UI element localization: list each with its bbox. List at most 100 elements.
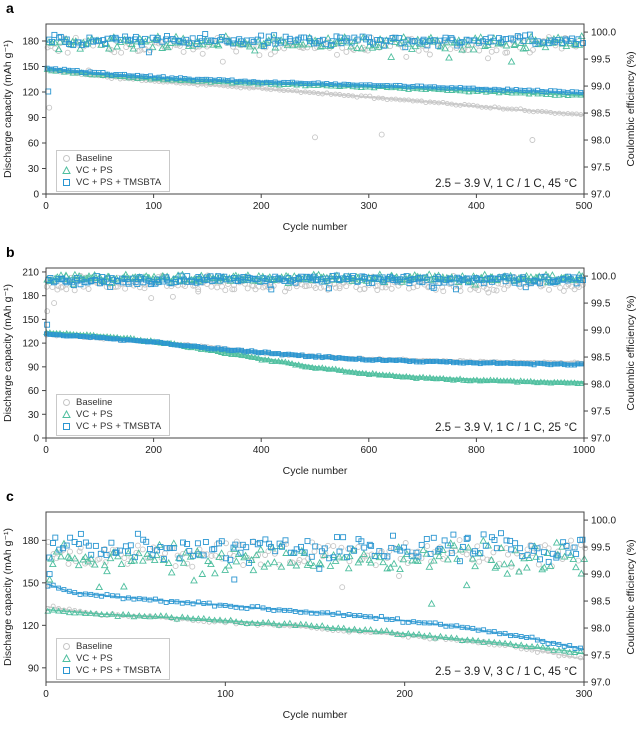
y-axis-label-left: Discharge capacity (mAh g⁻¹) <box>2 39 14 179</box>
square-marker-icon <box>62 666 71 675</box>
svg-text:0: 0 <box>43 445 49 456</box>
svg-text:400: 400 <box>253 445 270 456</box>
panel-b: 0 200 400 600 800 1000 0 30 60 90 120 150 180 210 97.0… <box>0 244 639 488</box>
legend-label: VC + PS <box>76 653 113 664</box>
svg-text:98.5: 98.5 <box>591 353 611 364</box>
svg-text:97.5: 97.5 <box>591 163 611 174</box>
circle-marker-icon <box>62 642 71 651</box>
svg-text:98.0: 98.0 <box>591 380 611 391</box>
svg-text:90: 90 <box>28 113 40 124</box>
x-axis-label: Cycle number <box>282 221 348 233</box>
y-axis-label-left: Discharge capacity (mAh g⁻¹) <box>2 283 14 423</box>
svg-text:100: 100 <box>145 201 162 212</box>
y-axis-label-right: Coulombic efficiency (%) <box>625 539 637 655</box>
panel-c-plot-area: 0 100 200 300 90 120 150 180 97.0 97.5 98.0 98.5 99.… <box>22 511 616 700</box>
legend-label: VC + PS + TMSBTA <box>76 177 162 188</box>
svg-text:60: 60 <box>28 386 40 397</box>
svg-text:150: 150 <box>22 315 39 326</box>
legend-label: VC + PS + TMSBTA <box>76 665 162 676</box>
legend-label: Baseline <box>76 397 113 408</box>
legend-label: VC + PS + TMSBTA <box>76 421 162 432</box>
legend-label: Baseline <box>76 641 113 652</box>
legend-item-vc-ps: VC + PS <box>62 653 161 664</box>
x-axis-label: Cycle number <box>282 709 348 721</box>
panel-b-plot-area: 0 200 400 600 800 1000 0 30 60 90 120 150 180 210 97.0… <box>22 267 616 456</box>
svg-text:99.0: 99.0 <box>591 570 611 581</box>
legend-item-vc-ps-tmsbta: VC + PS + TMSBTA <box>62 421 161 432</box>
panel-label-c: c <box>6 488 14 504</box>
panel-c: 0 100 200 300 90 120 150 180 97.0 97.5 98.0 98.5 99.… <box>0 488 639 732</box>
svg-text:97.5: 97.5 <box>591 651 611 662</box>
svg-text:99.5: 99.5 <box>591 543 611 554</box>
svg-text:98.0: 98.0 <box>591 624 611 635</box>
svg-text:98.5: 98.5 <box>591 109 611 120</box>
svg-text:500: 500 <box>576 201 593 212</box>
svg-text:0: 0 <box>33 434 39 445</box>
y-axis-label-right: Coulombic efficiency (%) <box>625 295 637 411</box>
svg-text:97.0: 97.0 <box>591 190 611 201</box>
legend-label: VC + PS <box>76 165 113 176</box>
legend-item-vc-ps: VC + PS <box>62 165 161 176</box>
svg-text:200: 200 <box>253 201 270 212</box>
legend-label: VC + PS <box>76 409 113 420</box>
panel-label-a: a <box>6 0 14 16</box>
svg-text:180: 180 <box>22 536 39 547</box>
svg-text:98.5: 98.5 <box>591 597 611 608</box>
legend-item-vc-ps-tmsbta: VC + PS + TMSBTA <box>62 177 161 188</box>
svg-text:210: 210 <box>22 267 39 278</box>
svg-text:97.0: 97.0 <box>591 678 611 689</box>
svg-text:180: 180 <box>22 37 39 48</box>
svg-text:180: 180 <box>22 291 39 302</box>
y-axis-label-right: Coulombic efficiency (%) <box>625 51 637 167</box>
legend-item-vc-ps: VC + PS <box>62 409 161 420</box>
svg-text:90: 90 <box>28 362 40 373</box>
svg-text:30: 30 <box>28 164 40 175</box>
svg-text:300: 300 <box>360 201 377 212</box>
svg-text:150: 150 <box>22 578 39 589</box>
svg-text:98.0: 98.0 <box>591 136 611 147</box>
svg-text:120: 120 <box>22 621 39 632</box>
y-axis-label-left: Discharge capacity (mAh g⁻¹) <box>2 527 14 667</box>
svg-text:100.0: 100.0 <box>591 272 616 283</box>
circle-marker-icon <box>62 398 71 407</box>
legend-item-vc-ps-tmsbta: VC + PS + TMSBTA <box>62 665 161 676</box>
svg-text:150: 150 <box>22 62 39 73</box>
triangle-marker-icon <box>62 654 71 663</box>
svg-text:600: 600 <box>360 445 377 456</box>
test-conditions-annotation: 2.5 − 3.9 V, 1 C / 1 C, 45 °C <box>435 178 577 190</box>
svg-text:200: 200 <box>396 689 413 700</box>
svg-text:200: 200 <box>145 445 162 456</box>
triangle-marker-icon <box>62 166 71 175</box>
svg-text:30: 30 <box>28 410 40 421</box>
panel-a-plot-area: 0 100 200 300 400 500 0 30 60 90 120 150 180 97.0 97.5… <box>22 23 616 212</box>
svg-text:90: 90 <box>28 663 40 674</box>
test-conditions-annotation: 2.5 − 3.9 V, 1 C / 1 C, 25 °C <box>435 422 577 434</box>
square-marker-icon <box>62 178 71 187</box>
svg-text:97.0: 97.0 <box>591 434 611 445</box>
svg-text:60: 60 <box>28 139 40 150</box>
square-marker-icon <box>62 422 71 431</box>
svg-text:99.5: 99.5 <box>591 55 611 66</box>
svg-text:100.0: 100.0 <box>591 516 616 527</box>
circle-marker-icon <box>62 154 71 163</box>
panel-a: 0 100 200 300 400 500 0 30 60 90 120 150 180 97.0 97.5… <box>0 0 639 244</box>
svg-text:0: 0 <box>43 689 49 700</box>
svg-text:0: 0 <box>33 190 39 201</box>
x-axis-label: Cycle number <box>282 465 348 477</box>
test-conditions-annotation: 2.5 − 3.9 V, 3 C / 1 C, 45 °C <box>435 666 577 678</box>
svg-text:100: 100 <box>217 689 234 700</box>
panel-label-b: b <box>6 244 15 260</box>
svg-text:99.0: 99.0 <box>591 82 611 93</box>
svg-text:800: 800 <box>468 445 485 456</box>
legend: Baseline VC + PS VC + PS + TMSBTA <box>56 150 171 192</box>
svg-text:120: 120 <box>22 88 39 99</box>
svg-text:300: 300 <box>576 689 593 700</box>
legend-item-baseline: Baseline <box>62 397 161 408</box>
svg-text:99.5: 99.5 <box>591 299 611 310</box>
svg-text:100.0: 100.0 <box>591 28 616 39</box>
svg-text:1000: 1000 <box>573 445 596 456</box>
legend: Baseline VC + PS VC + PS + TMSBTA <box>56 394 171 436</box>
legend-item-baseline: Baseline <box>62 641 161 652</box>
svg-text:0: 0 <box>43 201 49 212</box>
